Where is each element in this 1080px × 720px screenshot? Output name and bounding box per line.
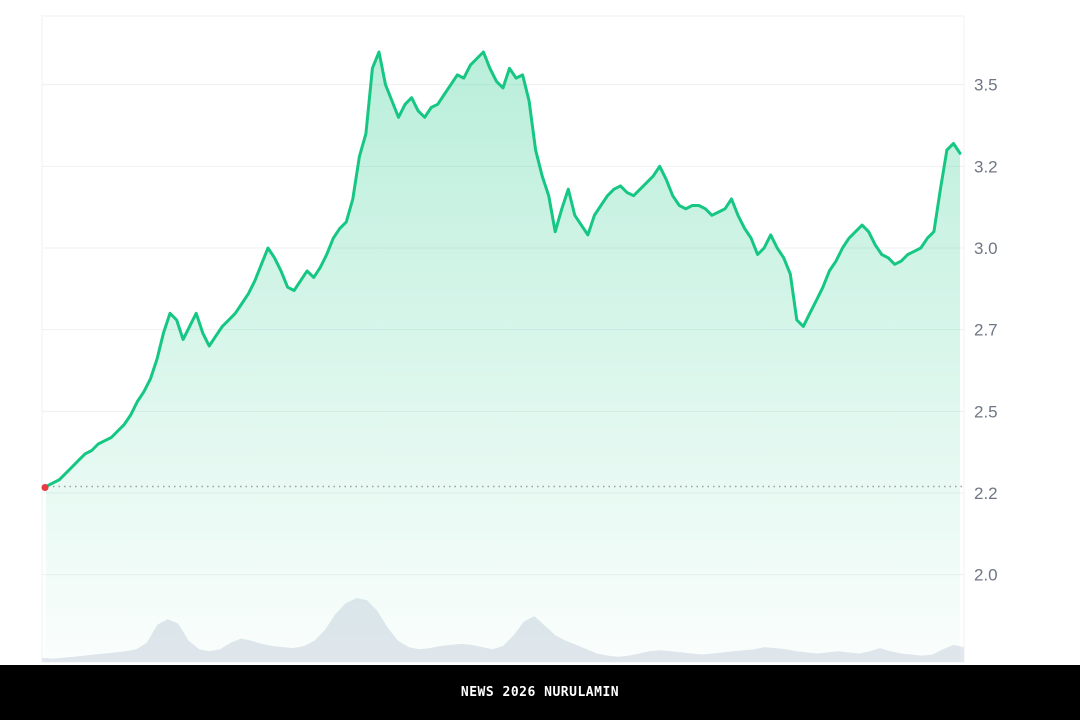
price-line [44,50,962,488]
price-chart: 3.5 3.2 3.0 2.7 2.5 2.2 2.0 [41,15,998,663]
price-area-shape [46,52,960,662]
y-tick-label: 2.7 [974,321,998,340]
watermark-bar: NEWS 2026 NURULAMIN [0,665,1080,720]
price-line-path [44,50,962,488]
y-tick-label: 2.2 [974,484,998,503]
y-tick-label: 3.2 [974,157,998,176]
y-tick-label: 3.5 [974,76,998,95]
start-marker [41,483,49,491]
y-tick-label: 2.5 [974,402,998,421]
y-tick-label: 2.0 [974,566,998,585]
price-area-fill [46,52,960,662]
y-tick-label: 3.0 [974,239,998,258]
y-axis-tick-labels: 3.5 3.2 3.0 2.7 2.5 2.2 2.0 [974,76,998,585]
watermark-text: NEWS 2026 NURULAMIN [460,685,620,700]
start-point-marker [41,483,49,491]
